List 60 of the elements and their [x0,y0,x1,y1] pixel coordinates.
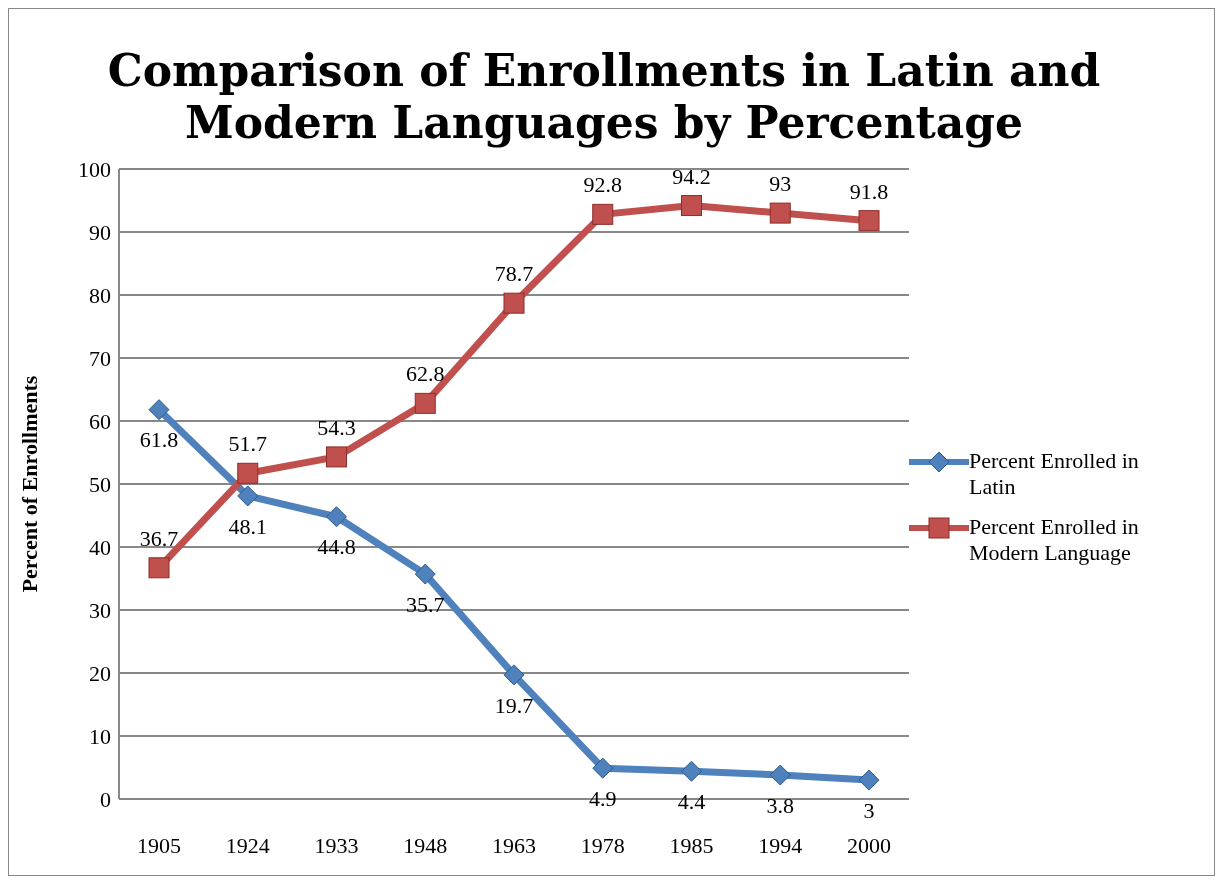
x-tick-label: 1948 [403,832,448,858]
point [769,202,791,224]
y-tick-label: 60 [89,408,111,434]
data-label: 61.8 [139,427,179,453]
point [681,760,702,782]
data-label: 48.1 [228,513,267,539]
point [237,485,259,507]
x-tick-label: 1985 [669,832,714,858]
y-tick-label: 0 [100,786,111,812]
legend-label: Percent Enrolled in Modern Language [969,514,1140,566]
data-label: 54.3 [317,414,356,440]
point [503,664,525,686]
point [148,399,170,421]
point [858,769,880,791]
point [414,392,436,414]
y-tick-label: 100 [78,156,111,182]
x-tick-label: 2000 [847,832,891,858]
data-label: 44.8 [317,534,356,560]
data-label: 19.7 [494,692,534,718]
point [769,764,791,786]
data-label: 92.8 [583,172,622,198]
y-axis-title: Percent of Enrollments [16,375,42,593]
point [148,557,170,579]
point [858,210,880,232]
x-tick-label: 1933 [314,832,359,858]
point [592,203,614,225]
x-tick-label: 1963 [492,832,536,858]
data-label: 4.4 [677,788,706,814]
y-tick-label: 10 [89,723,111,749]
point [326,506,347,528]
data-label: 94.2 [672,163,711,189]
y-tick-label: 90 [89,219,111,245]
point [592,757,614,779]
y-tick-label: 40 [89,534,111,560]
data-label: 91.8 [849,178,889,204]
point [681,195,702,217]
y-tick-label: 20 [89,660,111,686]
point [503,292,525,314]
x-tick-label: 1994 [758,832,803,858]
y-tick-label: 70 [89,345,111,371]
data-label: 51.7 [228,431,267,457]
y-tick-label: 50 [89,471,111,497]
data-label: 62.8 [406,361,445,387]
y-tick-label: 80 [89,282,111,308]
data-label: 93 [769,171,792,197]
x-tick-label: 1924 [225,832,270,858]
chart-title: Comparison of Enrollments in Latin and Modern Languages by Percentage [106,45,1102,149]
data-label: 4.9 [589,785,617,811]
data-label: 78.7 [494,261,534,287]
point [237,462,259,484]
point [326,446,347,468]
data-label: 35.7 [406,591,445,617]
y-tick-label: 30 [89,597,111,623]
legend-label: Percent Enrolled in Latin [969,448,1140,500]
x-tick-label: 1978 [580,832,625,858]
data-label: 36.7 [139,525,179,551]
data-label: 3 [863,797,875,823]
point [414,563,436,585]
data-label: 3.8 [766,792,794,818]
x-tick-label: 1905 [137,832,181,858]
